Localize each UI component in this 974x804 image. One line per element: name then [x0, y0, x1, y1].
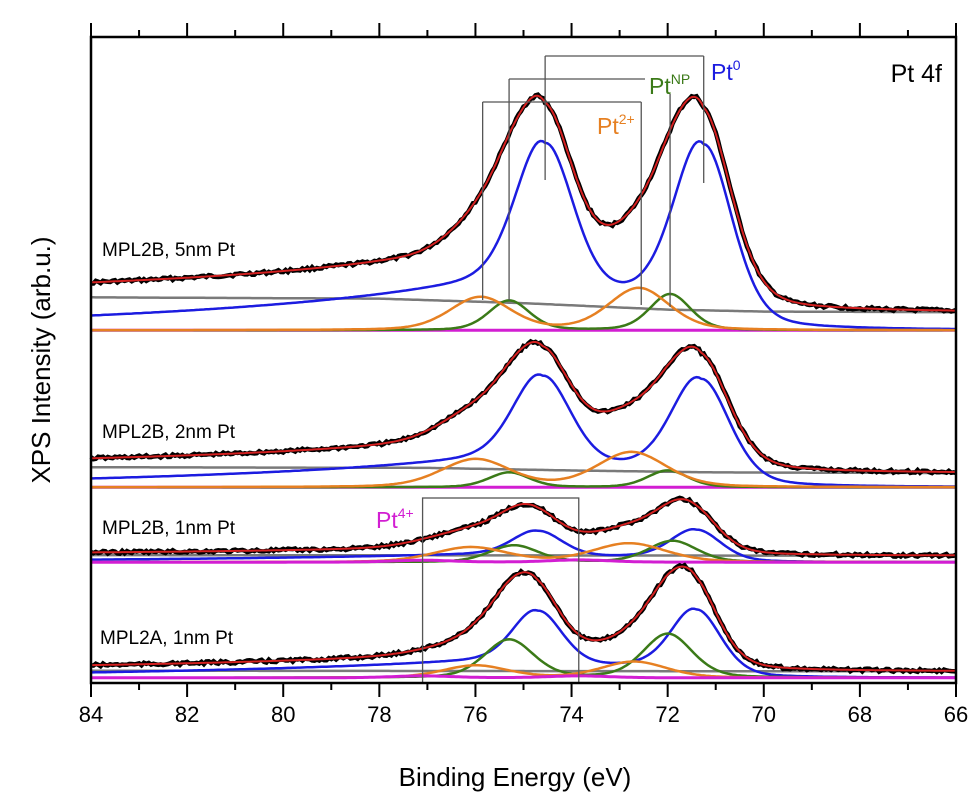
- y-axis-title: XPS Intensity (arb.u.): [26, 236, 56, 483]
- spectrum-label-3: MPL2A, 1nm Pt: [100, 628, 234, 649]
- label-sup: NP: [671, 71, 690, 87]
- label-base: Pt: [649, 73, 671, 99]
- x-tick-label: 68: [848, 702, 872, 727]
- x-tick-label: 78: [367, 702, 391, 727]
- spectrum-label-2: MPL2B, 1nm Pt: [102, 518, 236, 539]
- x-tick-label: 82: [175, 702, 199, 727]
- x-tick-label: 80: [271, 702, 295, 727]
- annotation-layer: [421, 55, 705, 684]
- measured-data: [90, 495, 958, 560]
- label-sup: 0: [733, 57, 741, 73]
- plot-frame: [89, 35, 958, 685]
- x-axis-tick-labels: 84 82 80 78 76 74 72 70 68 66: [79, 702, 968, 727]
- component-pt0: [91, 373, 956, 488]
- annotation-label-pt2plus: Pt2+: [597, 111, 635, 139]
- label-sup: 4+: [398, 505, 414, 521]
- spectrum-0: [90, 92, 957, 332]
- spectrum-label-0: MPL2B, 5nm Pt: [102, 240, 236, 261]
- annotation-label-ptnp: PtNP: [649, 71, 690, 99]
- measured-data: [91, 92, 957, 314]
- x-tick-label: 70: [752, 702, 776, 727]
- label-base: Pt: [376, 507, 398, 533]
- label-base: Pt: [711, 59, 733, 85]
- component-pt2plus: [91, 286, 956, 332]
- spectrum-label-1: MPL2B, 2nm Pt: [102, 422, 236, 443]
- annotation-label-pt0: Pt0: [711, 57, 741, 85]
- x-tick-label: 74: [559, 702, 583, 727]
- label-sup: 2+: [619, 111, 635, 127]
- chart-title: Pt 4f: [891, 60, 942, 88]
- x-tick-label: 84: [79, 702, 103, 727]
- spectrum-1: [89, 338, 957, 489]
- component-pt4plus: [91, 674, 956, 680]
- fit-envelope: [90, 94, 956, 312]
- measured-data: [90, 562, 957, 675]
- x-axis-ticks: [90, 23, 957, 697]
- fit-envelope: [91, 498, 957, 557]
- component-pt2plus: [91, 450, 956, 489]
- fit-envelope: [91, 565, 956, 672]
- background-curve: [91, 465, 956, 475]
- label-base: Pt: [597, 113, 619, 139]
- spectrum-3: [90, 562, 957, 680]
- fit-envelope: [91, 341, 956, 473]
- x-tick-label: 66: [944, 702, 968, 727]
- component-pt4plus: [91, 558, 956, 564]
- x-axis-title: Binding Energy (eV): [399, 762, 632, 792]
- x-tick-label: 72: [655, 702, 679, 727]
- curves-layer: [89, 92, 958, 680]
- background-curve: [91, 296, 956, 314]
- component-pt0: [90, 139, 956, 331]
- annotation-label-pt4plus: Pt4+: [376, 505, 414, 533]
- spectrum-2: [90, 495, 958, 564]
- x-tick-label: 76: [463, 702, 487, 727]
